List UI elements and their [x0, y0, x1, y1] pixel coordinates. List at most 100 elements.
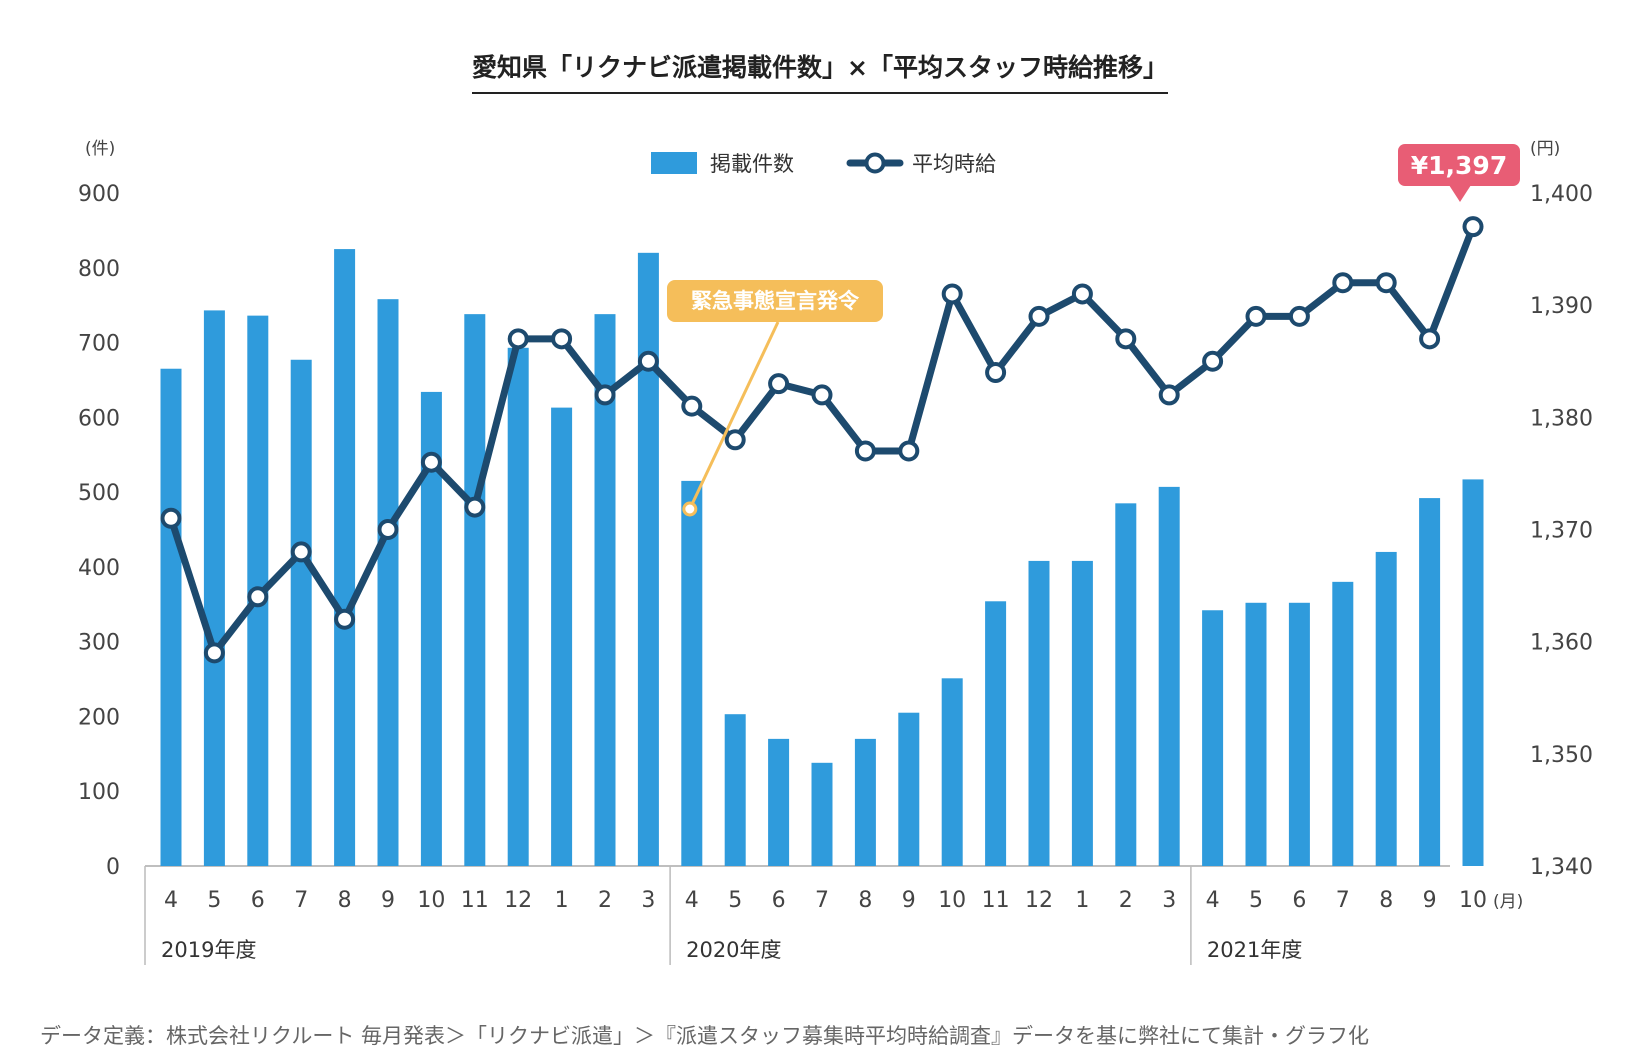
x-tick-label: 6 — [251, 888, 265, 913]
x-tick-label: 3 — [1162, 888, 1176, 913]
y-left-unit: (件) — [85, 139, 115, 159]
legend: 掲載件数 平均時給 — [651, 152, 996, 176]
wage-point — [1158, 384, 1180, 406]
fiscal-year-label: 2020年度 — [686, 938, 781, 962]
bar-listings — [811, 762, 833, 866]
y-left-tick-label: 800 — [78, 257, 120, 282]
x-tick-label: 7 — [815, 888, 829, 913]
y-right-tick-label: 1,390 — [1530, 294, 1593, 319]
x-tick-label: 9 — [381, 888, 395, 913]
bar-listings — [464, 314, 486, 866]
bar-listings — [290, 359, 312, 866]
wage-point — [941, 283, 963, 305]
bar-listings — [854, 738, 876, 866]
wage-point — [1202, 350, 1224, 372]
bar-listings — [1375, 551, 1397, 866]
y-left-tick-label: 200 — [78, 705, 120, 730]
x-tick-label: 4 — [685, 888, 699, 913]
y-left-tick-label: 700 — [78, 332, 120, 357]
legend-label-wage: 平均時給 — [912, 152, 996, 176]
bar-listings — [681, 480, 703, 866]
x-tick-label: 9 — [902, 888, 916, 913]
bar-listings — [420, 391, 442, 866]
wage-point — [464, 496, 486, 518]
x-tick-label: 1 — [1075, 888, 1089, 913]
y-left-tick-label: 900 — [78, 182, 120, 207]
x-tick-label: 3 — [641, 888, 655, 913]
wage-point — [290, 541, 312, 563]
y-right-tick-label: 1,370 — [1530, 519, 1593, 544]
wage-point — [1245, 305, 1267, 327]
y-right-tick-label: 1,400 — [1530, 182, 1593, 207]
line-layer — [160, 216, 1484, 664]
x-tick-label: 7 — [294, 888, 308, 913]
fiscal-year-label: 2019年度 — [161, 938, 256, 962]
bar-listings — [377, 299, 399, 866]
wage-point — [1071, 283, 1093, 305]
x-tick-label: 10 — [938, 888, 966, 913]
bar-listings — [1332, 581, 1354, 866]
x-tick-label: 5 — [207, 888, 221, 913]
wage-point — [985, 361, 1007, 383]
bar-listings — [637, 252, 659, 867]
x-tick-label: 9 — [1423, 888, 1437, 913]
bar-listings — [985, 601, 1007, 866]
value-badge-pointer — [1449, 185, 1471, 202]
wage-point — [551, 328, 573, 350]
bar-listings — [160, 368, 182, 866]
wage-point — [1288, 305, 1310, 327]
y-left-tick-label: 400 — [78, 556, 120, 581]
wage-point — [203, 642, 225, 664]
bar-listings — [1462, 479, 1484, 866]
bar-listings — [1245, 602, 1267, 866]
y-right-unit: (円) — [1530, 139, 1560, 159]
wage-point — [681, 395, 703, 417]
x-tick-label: 6 — [772, 888, 786, 913]
annotations-layer: 緊急事態宣言発令 ¥1,397 — [667, 144, 1520, 517]
x-tick-label: 12 — [504, 888, 532, 913]
chart: 0 100 200 300 400 500 600 700 800 900 (件) 1,340 1,35… — [78, 139, 1593, 965]
x-tick-label: 11 — [461, 888, 489, 913]
x-axis-unit: (月) — [1493, 892, 1523, 912]
x-tick-label: 4 — [164, 888, 178, 913]
wage-point — [377, 519, 399, 540]
bar-listings — [941, 678, 963, 866]
x-tick-label: 8 — [1379, 888, 1393, 913]
y-left-tick-label: 100 — [78, 780, 120, 805]
y-left-tick-label: 500 — [78, 481, 120, 506]
bar-listings — [1028, 560, 1050, 866]
y-right-tick-label: 1,350 — [1530, 743, 1593, 768]
x-tick-label: 7 — [1336, 888, 1350, 913]
x-tick-label: 11 — [982, 888, 1010, 913]
x-tick-label: 12 — [1025, 888, 1053, 913]
legend-swatch-wage-marker — [864, 152, 886, 174]
x-tick-label: 8 — [858, 888, 872, 913]
x-tick-label: 2 — [598, 888, 612, 913]
bar-listings — [551, 407, 573, 866]
x-tick-label: 10 — [417, 888, 445, 913]
wage-point — [160, 507, 182, 529]
wage-point — [1462, 216, 1484, 238]
wage-point — [334, 608, 356, 630]
wage-point — [1028, 305, 1050, 327]
bar-listings — [1071, 560, 1093, 866]
bar-listings — [768, 738, 790, 866]
x-tick-label: 6 — [1292, 888, 1306, 913]
bar-listings — [203, 310, 225, 866]
legend-label-listings: 掲載件数 — [710, 152, 794, 176]
y-left-tick-label: 300 — [78, 631, 120, 656]
bar-listings — [1419, 498, 1441, 866]
wage-point — [594, 384, 616, 406]
value-badge-text: ¥1,397 — [1411, 151, 1507, 180]
y-right-tick-label: 1,380 — [1530, 406, 1593, 431]
callout-target-dot — [682, 501, 698, 517]
footnote: データ定義：株式会社リクルート 毎月発表＞「リクナビ派遣」＞『派遣スタッフ募集時… — [40, 1024, 1370, 1048]
axes-layer — [144, 865, 1450, 965]
wage-point — [637, 350, 659, 372]
bar-listings — [724, 714, 746, 866]
wage-point — [1332, 272, 1354, 294]
callout-leader-line — [688, 321, 780, 510]
x-tick-label: 4 — [1206, 888, 1220, 913]
labels-layer: 0 100 200 300 400 500 600 700 800 900 (件) 1,340 1,35… — [78, 139, 1593, 962]
y-right-tick-label: 1,360 — [1530, 631, 1593, 656]
